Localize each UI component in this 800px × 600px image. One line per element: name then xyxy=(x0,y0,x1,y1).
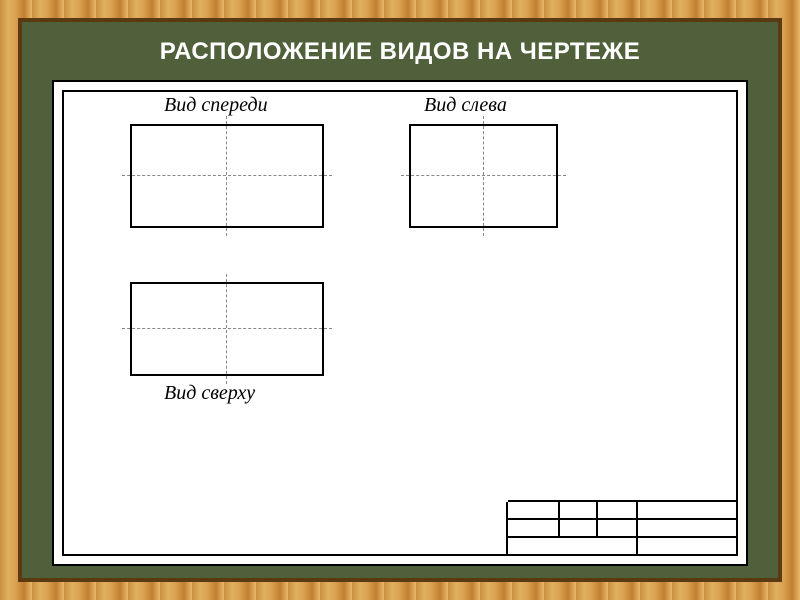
box-left xyxy=(409,124,558,228)
chalkboard: РАСПОЛОЖЕНИЕ ВИДОВ НА ЧЕРТЕЖЕ Вид сперед… xyxy=(22,22,778,578)
box-front xyxy=(130,124,324,228)
tb-col-line xyxy=(558,502,560,538)
label-left: Вид слева xyxy=(424,94,507,117)
tb-row-line xyxy=(508,518,738,520)
tb-row-line xyxy=(508,536,738,538)
label-top: Вид сверху xyxy=(164,382,255,405)
tb-col-line xyxy=(596,502,598,538)
label-front: Вид спереди xyxy=(164,94,268,117)
drawing-paper: Вид спереди Вид слева Вид сверху xyxy=(52,80,748,566)
box-top xyxy=(130,282,324,376)
centerline-v xyxy=(226,274,227,384)
slide-title: РАСПОЛОЖЕНИЕ ВИДОВ НА ЧЕРТЕЖЕ xyxy=(52,38,748,66)
tb-col-line xyxy=(636,502,638,556)
centerline-h xyxy=(122,175,332,176)
tb-row-line xyxy=(508,500,738,502)
centerline-h xyxy=(401,175,566,176)
centerline-h xyxy=(122,328,332,329)
inner-frame: РАСПОЛОЖЕНИЕ ВИДОВ НА ЧЕРТЕЖЕ Вид сперед… xyxy=(18,18,782,582)
tb-col-line xyxy=(506,502,508,556)
wood-frame: РАСПОЛОЖЕНИЕ ВИДОВ НА ЧЕРТЕЖЕ Вид сперед… xyxy=(0,0,800,600)
centerline-v xyxy=(226,116,227,236)
centerline-v xyxy=(483,116,484,236)
